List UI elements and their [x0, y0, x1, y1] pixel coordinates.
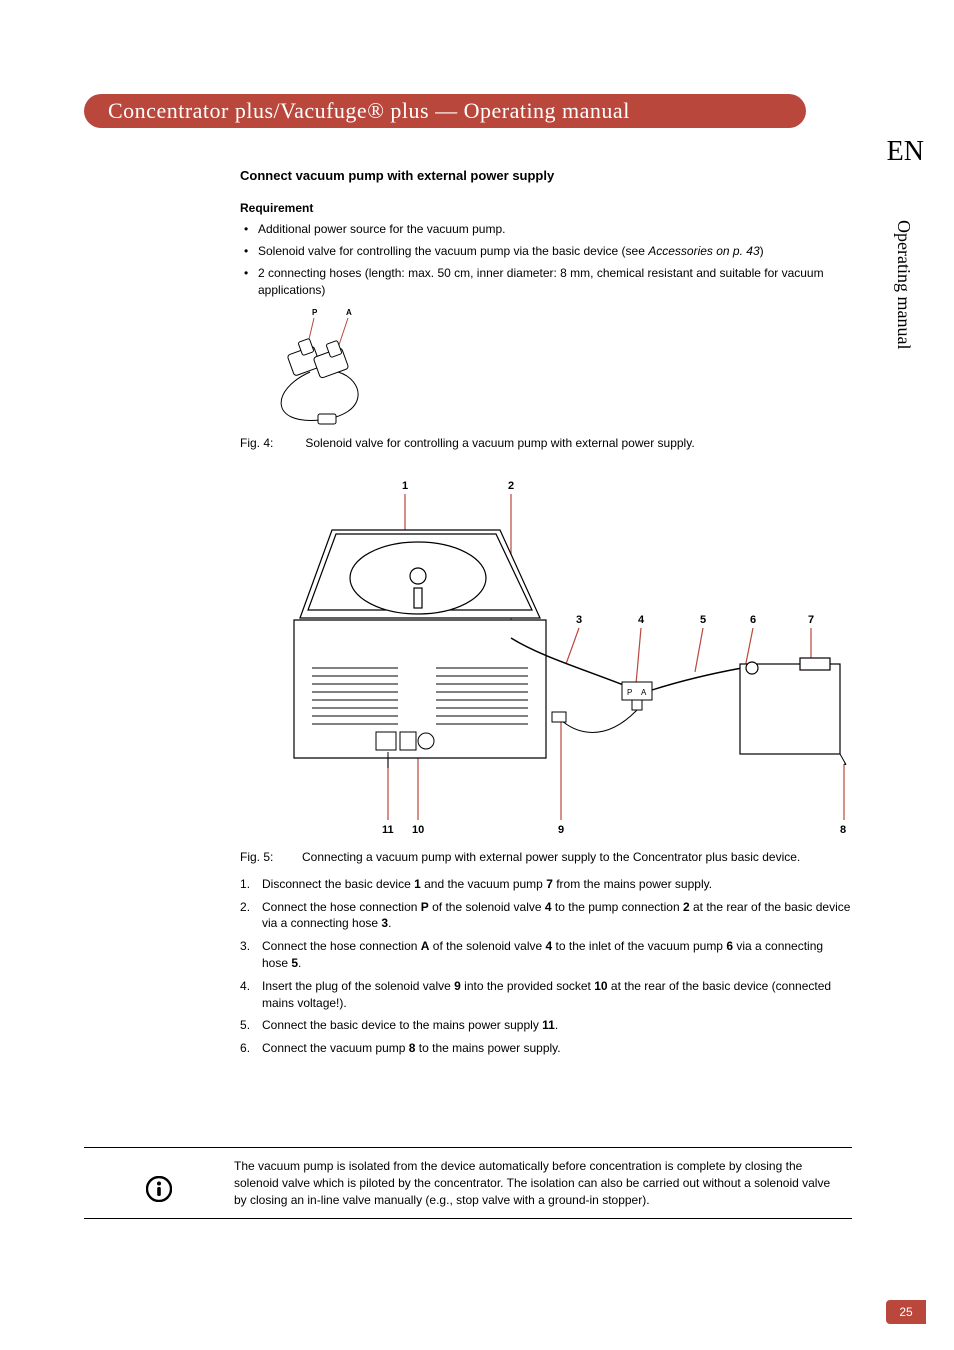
requirement-label: Requirement — [240, 201, 852, 215]
step-item: Connect the hose connection P of the sol… — [240, 899, 852, 933]
requirement-item: Solenoid valve for controlling the vacuu… — [240, 243, 852, 259]
figure-5-caption: Fig. 5: Connecting a vacuum pump with ex… — [240, 850, 852, 864]
page-number-badge: 25 — [886, 1300, 926, 1324]
fig4-label-p: P — [312, 308, 317, 317]
info-note: The vacuum pump is isolated from the dev… — [84, 1147, 852, 1219]
page-number: 25 — [899, 1305, 912, 1319]
language-code: EN — [887, 136, 924, 168]
side-section-label: Operating manual — [893, 220, 914, 349]
section-heading: Connect vacuum pump with external power … — [240, 168, 852, 183]
content-column: Connect vacuum pump with external power … — [240, 168, 852, 1071]
title-text: Concentrator plus/Vacufuge® plus — Opera… — [108, 98, 630, 124]
step-item: Disconnect the basic device 1 and the va… — [240, 876, 852, 893]
figure-5-drawing: 1 2 3 4 5 6 7 11 10 9 8 — [240, 468, 852, 848]
fig4-svg — [260, 310, 380, 430]
page: Concentrator plus/Vacufuge® plus — Opera… — [0, 0, 954, 1350]
title-banner: Concentrator plus/Vacufuge® plus — Opera… — [84, 94, 806, 128]
fig5-pa-a: A — [641, 688, 647, 697]
step-item: Connect the hose connection A of the sol… — [240, 938, 852, 972]
figure-4-drawing: P A — [260, 310, 380, 430]
info-icon — [84, 1158, 234, 1202]
info-text: The vacuum pump is isolated from the dev… — [234, 1158, 852, 1208]
requirement-list: Additional power source for the vacuum p… — [240, 221, 852, 298]
step-item: Connect the vacuum pump 8 to the mains p… — [240, 1040, 852, 1057]
requirement-item: Additional power source for the vacuum p… — [240, 221, 852, 237]
requirement-item: 2 connecting hoses (length: max. 50 cm, … — [240, 265, 852, 297]
fig4-label-a: A — [346, 308, 352, 317]
fig5-svg: P A — [240, 468, 852, 848]
step-item: Insert the plug of the solenoid valve 9 … — [240, 978, 852, 1012]
steps-list: Disconnect the basic device 1 and the va… — [240, 876, 852, 1057]
fig5-pa-p: P — [627, 688, 632, 697]
step-item: Connect the basic device to the mains po… — [240, 1017, 852, 1034]
figure-4-caption: Fig. 4: Solenoid valve for controlling a… — [240, 436, 852, 450]
